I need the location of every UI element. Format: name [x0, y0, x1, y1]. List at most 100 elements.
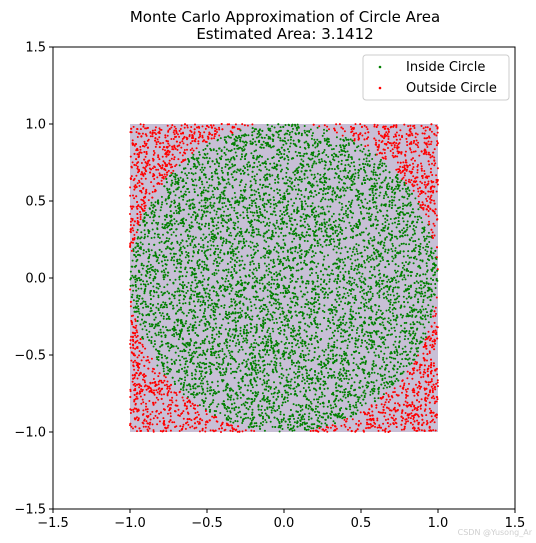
inside-point: [190, 339, 193, 342]
inside-point: [304, 354, 307, 357]
inside-point: [266, 123, 269, 126]
inside-point: [349, 205, 352, 208]
inside-point: [213, 163, 216, 165]
inside-point: [306, 240, 309, 243]
inside-point: [314, 410, 316, 413]
inside-point: [337, 225, 340, 228]
inside-point: [215, 410, 218, 413]
inside-point: [177, 179, 180, 182]
inside-point: [222, 361, 225, 364]
inside-point: [313, 233, 315, 235]
inside-point: [317, 299, 320, 302]
inside-point: [259, 178, 262, 181]
inside-point: [411, 208, 414, 211]
inside-point: [239, 332, 242, 335]
inside-point: [413, 295, 416, 298]
inside-point: [244, 189, 247, 192]
inside-point: [366, 212, 369, 215]
inside-point: [268, 402, 271, 405]
inside-point: [328, 274, 331, 277]
inside-point: [365, 292, 368, 295]
inside-point: [251, 241, 254, 244]
inside-point: [399, 252, 402, 254]
inside-point: [233, 170, 236, 173]
inside-point: [265, 240, 268, 243]
inside-point: [426, 250, 429, 253]
inside-point: [241, 140, 244, 143]
inside-point: [242, 418, 245, 421]
inside-point: [215, 272, 218, 275]
inside-point: [240, 255, 243, 258]
inside-point: [314, 225, 317, 228]
inside-point: [152, 219, 155, 222]
inside-point: [204, 400, 206, 403]
inside-point: [155, 221, 158, 224]
inside-point: [246, 163, 249, 166]
inside-point: [317, 213, 320, 216]
inside-point: [162, 278, 165, 281]
inside-point: [355, 401, 358, 404]
inside-point: [375, 281, 378, 284]
inside-point: [313, 423, 316, 426]
inside-point: [157, 333, 160, 336]
inside-point: [365, 305, 368, 308]
inside-point: [314, 176, 317, 179]
inside-point: [238, 341, 241, 344]
inside-point: [279, 413, 282, 416]
inside-point: [293, 329, 296, 332]
inside-point: [308, 130, 311, 132]
inside-point: [308, 377, 310, 380]
inside-point: [369, 291, 372, 293]
inside-point: [239, 311, 242, 314]
inside-point: [188, 354, 191, 357]
inside-point: [294, 250, 297, 253]
inside-point: [238, 169, 241, 172]
inside-point: [229, 420, 232, 423]
inside-point: [332, 406, 335, 409]
inside-point: [324, 422, 327, 425]
inside-point: [276, 153, 278, 156]
inside-point: [379, 345, 382, 348]
inside-point: [275, 318, 278, 320]
inside-point: [389, 333, 392, 336]
inside-point: [233, 192, 236, 194]
inside-point: [351, 277, 354, 279]
inside-point: [227, 322, 230, 325]
inside-point: [394, 374, 397, 377]
inside-point: [329, 240, 332, 243]
inside-point: [345, 144, 348, 146]
inside-point: [263, 239, 266, 242]
inside-point: [138, 312, 141, 315]
inside-point: [291, 345, 294, 348]
inside-point: [187, 213, 190, 216]
inside-point: [248, 269, 251, 272]
inside-point: [271, 174, 274, 177]
inside-point: [417, 218, 419, 221]
inside-point: [270, 337, 273, 340]
inside-point: [199, 309, 202, 312]
inside-point: [303, 259, 306, 262]
inside-point: [228, 345, 231, 347]
inside-point: [271, 278, 273, 281]
inside-point: [420, 290, 423, 293]
inside-point: [410, 362, 413, 365]
inside-point: [215, 361, 218, 364]
inside-point: [290, 186, 293, 189]
inside-point: [333, 176, 336, 179]
inside-point: [263, 368, 266, 370]
inside-point: [259, 370, 262, 373]
inside-point: [157, 236, 160, 238]
inside-point: [316, 375, 319, 378]
inside-point: [236, 420, 239, 423]
inside-point: [150, 325, 153, 328]
inside-point: [344, 136, 347, 139]
inside-point: [158, 311, 161, 314]
inside-point: [176, 242, 179, 244]
inside-point: [272, 330, 275, 333]
inside-point: [407, 285, 410, 288]
inside-point: [353, 253, 356, 256]
inside-point: [194, 172, 197, 175]
inside-point: [394, 249, 397, 252]
inside-point: [321, 134, 324, 137]
inside-point: [213, 209, 216, 212]
